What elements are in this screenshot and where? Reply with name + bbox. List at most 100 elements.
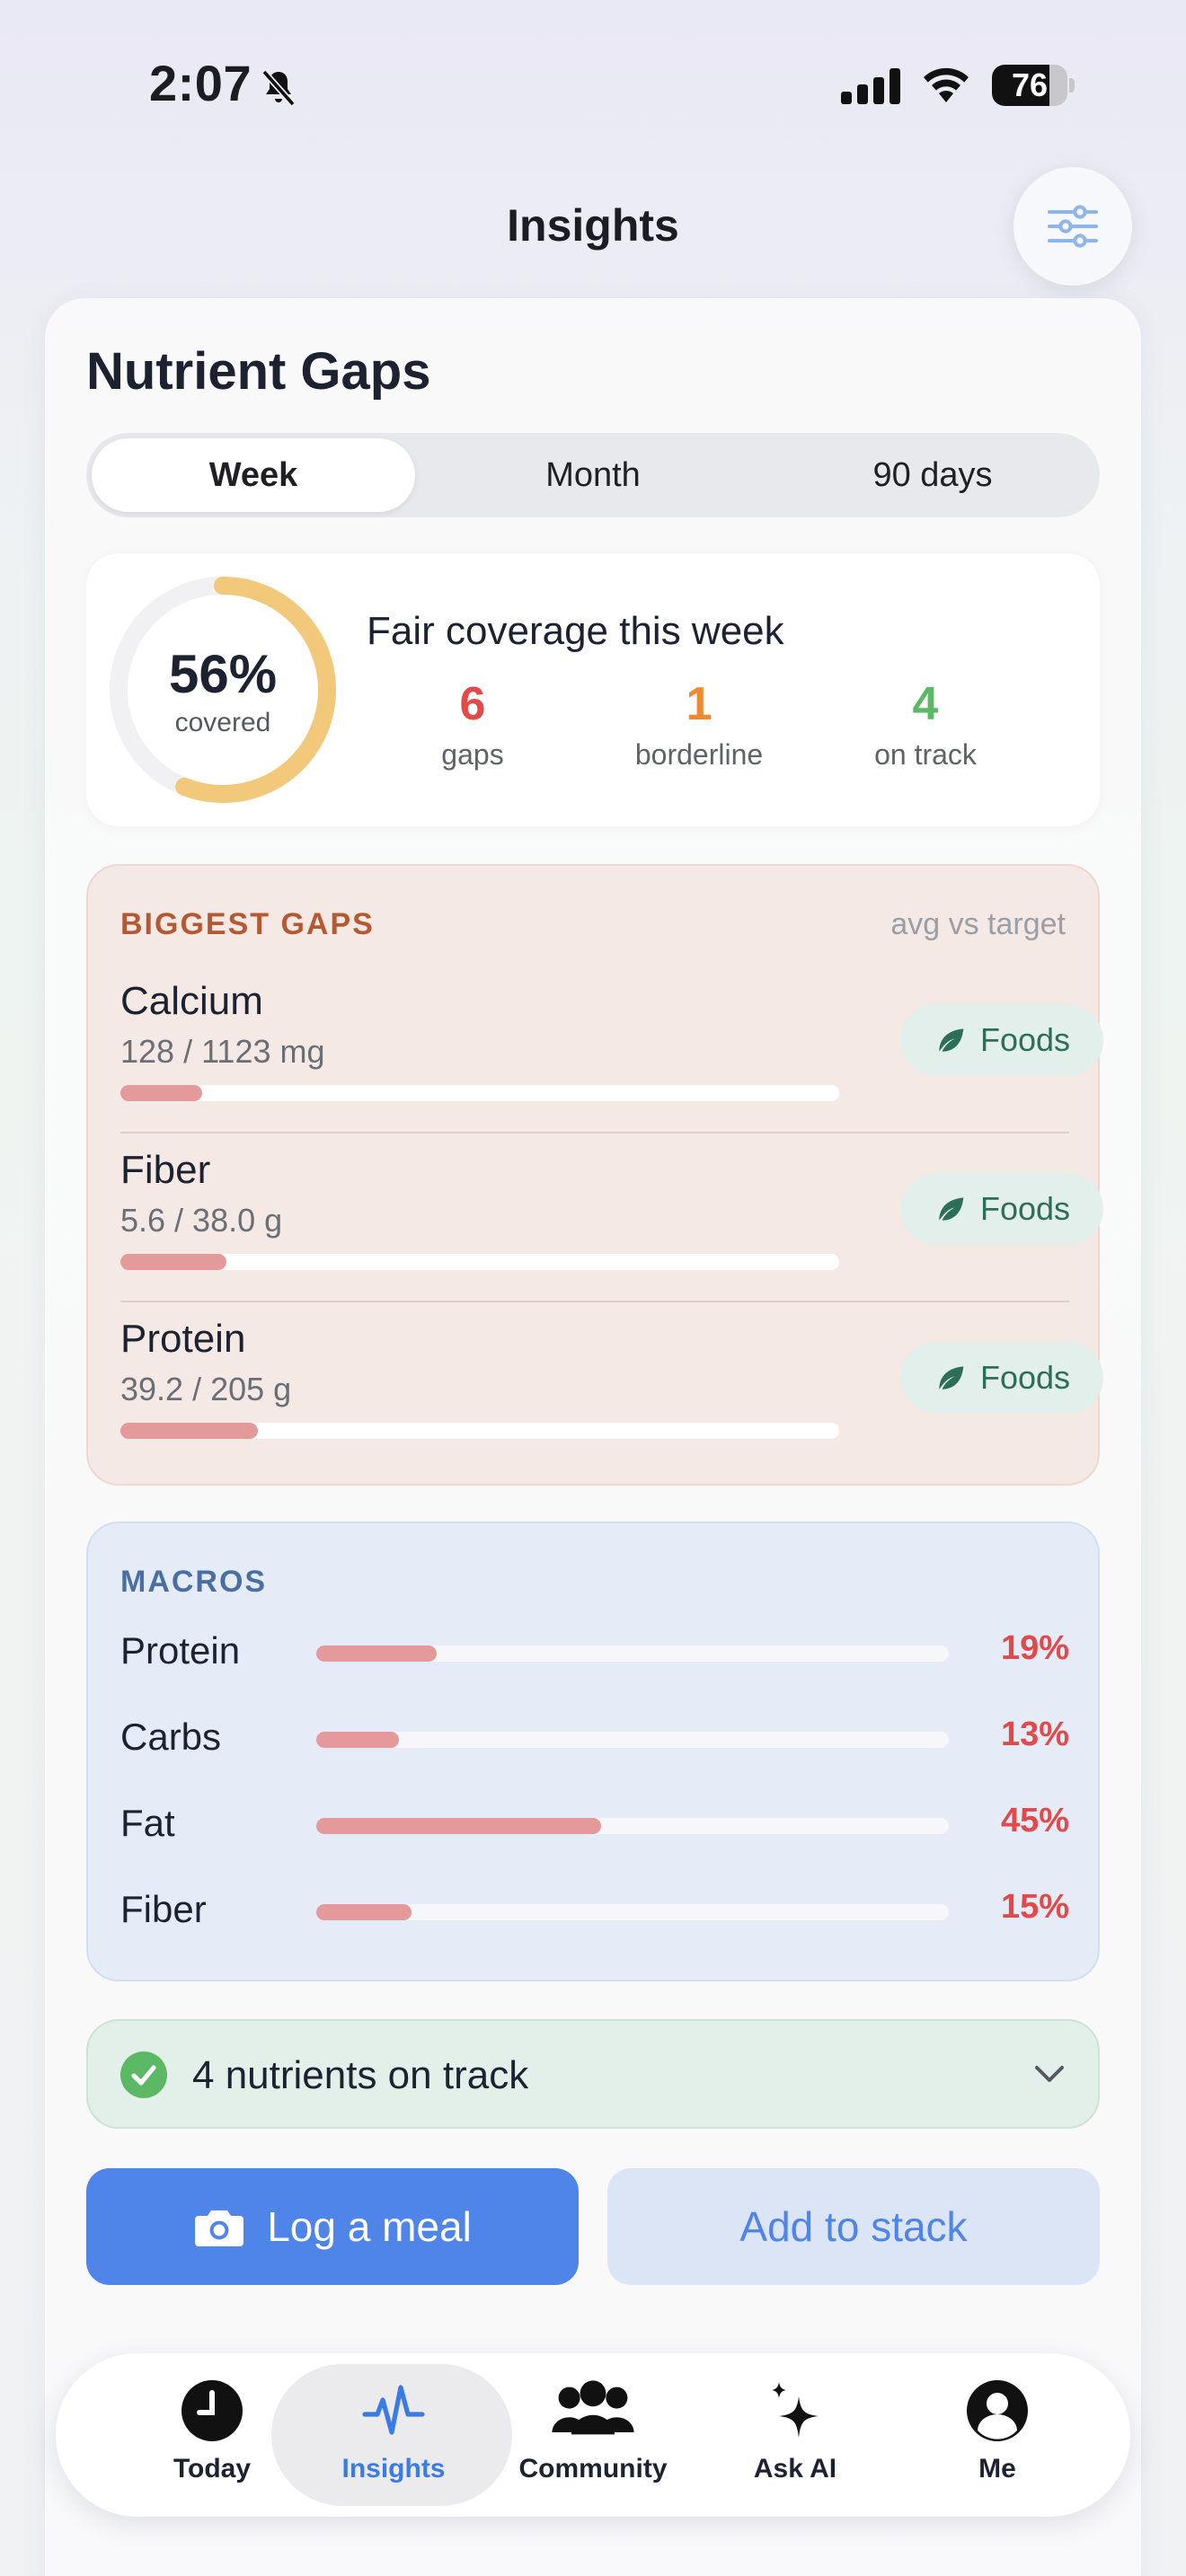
gap-name: Calcium xyxy=(120,979,263,1023)
gap-progress-track xyxy=(120,1423,839,1439)
battery-percent: 76 xyxy=(1011,66,1049,103)
coverage-ring xyxy=(110,577,336,803)
clock-icon xyxy=(181,2380,243,2441)
gap-name: Fiber xyxy=(120,1148,211,1192)
page-title: Insights xyxy=(507,200,679,251)
log-meal-button[interactable]: Log a meal xyxy=(86,2168,579,2285)
tab-insights[interactable]: Insights xyxy=(292,2353,495,2517)
macro-name: Fiber xyxy=(120,1888,207,1930)
sliders-icon xyxy=(1048,205,1098,248)
gap-row-fiber: Fiber 5.6 / 38.0 g Foods xyxy=(120,1134,1103,1302)
coverage-caption: covered xyxy=(174,708,271,737)
tab-community[interactable]: Community xyxy=(491,2353,695,2517)
tab-label: Community xyxy=(518,2454,668,2483)
protein-foods-button[interactable]: Foods xyxy=(900,1342,1103,1414)
camera-icon xyxy=(195,2210,244,2246)
macro-row-protein: Protein 19% xyxy=(120,1626,1069,1680)
stat-gaps: 6 gaps xyxy=(374,677,571,772)
nutrients-on-track-toggle[interactable]: 4 nutrients on track xyxy=(86,2019,1100,2129)
range-month-tab[interactable]: Month xyxy=(545,456,641,494)
macro-name: Fat xyxy=(120,1802,175,1844)
tab-label: Insights xyxy=(341,2454,446,2483)
gap-name: Protein xyxy=(120,1317,246,1361)
gap-progress-track xyxy=(120,1254,839,1270)
gap-progress-fill xyxy=(120,1085,203,1101)
macro-percent: 45% xyxy=(1000,1802,1069,1839)
tab-label: Me xyxy=(978,2454,1016,2483)
gap-progress-fill xyxy=(120,1423,258,1439)
gap-amount: 5.6 / 38.0 g xyxy=(120,1202,283,1239)
filter-button[interactable] xyxy=(1013,167,1132,286)
tab-ask-ai[interactable]: Ask AI xyxy=(694,2353,897,2517)
macro-row-carbs: Carbs 13% xyxy=(120,1712,1069,1766)
add-to-stack-button[interactable]: Add to stack xyxy=(607,2168,1100,2285)
gap-amount: 39.2 / 205 g xyxy=(120,1371,292,1407)
leaf-icon xyxy=(939,1366,964,1389)
coverage-summary: 56% covered Fair coverage this week 6 ga… xyxy=(86,553,1100,826)
foods-label: Foods xyxy=(979,1021,1071,1058)
pulse-icon xyxy=(362,2385,425,2435)
fiber-foods-button[interactable]: Foods xyxy=(900,1173,1103,1245)
tab-me[interactable]: Me xyxy=(896,2353,1099,2517)
stat-borderline: 1 borderline xyxy=(600,677,798,772)
biggest-gaps-hint: avg vs target xyxy=(890,907,1066,941)
foods-label: Foods xyxy=(979,1359,1071,1396)
stat-on-track: 4 on track xyxy=(827,677,1024,772)
wifi-icon xyxy=(924,67,969,102)
leaf-icon xyxy=(939,1028,964,1052)
add-to-stack-label: Add to stack xyxy=(739,2203,968,2250)
battery-indicator: 76 xyxy=(992,65,1075,106)
check-circle-icon xyxy=(120,2051,167,2098)
chevron-down-icon xyxy=(1035,2066,1064,2082)
macro-percent: 19% xyxy=(1000,1629,1069,1667)
tab-label: Today xyxy=(173,2454,252,2483)
stat-borderline-value: 1 xyxy=(686,678,712,730)
cellular-signal-icon xyxy=(841,68,900,104)
bell-muted-icon xyxy=(261,69,296,107)
stat-on-track-label: on track xyxy=(874,738,977,771)
section-title: Nutrient Gaps xyxy=(86,342,431,401)
gap-row-protein: Protein 39.2 / 205 g Foods xyxy=(120,1302,1103,1471)
macro-name: Protein xyxy=(120,1629,241,1672)
on-track-label: 4 nutrients on track xyxy=(192,2053,529,2097)
gap-row-calcium: Calcium 128 / 1123 mg Foods xyxy=(120,965,1103,1134)
macro-row-fat: Fat 45% xyxy=(120,1798,1069,1852)
coverage-headline: Fair coverage this week xyxy=(367,609,784,653)
macro-progress-track xyxy=(316,1732,949,1748)
macro-percent: 13% xyxy=(1000,1716,1069,1753)
biggest-gaps-card: BIGGEST GAPS avg vs target Calcium 128 /… xyxy=(86,864,1103,1486)
range-week-tab[interactable]: Week xyxy=(92,438,415,512)
status-time: 2:07 xyxy=(149,55,252,111)
sparkle-icon xyxy=(772,2382,819,2438)
macro-name: Carbs xyxy=(120,1716,222,1758)
person-icon xyxy=(967,2380,1028,2441)
macros-card: MACROS Protein 19% Carbs 13% Fat 45% Fib… xyxy=(86,1522,1100,1981)
active-tab-highlight xyxy=(271,2364,512,2506)
macro-progress-fill xyxy=(316,1904,412,1920)
people-icon xyxy=(552,2380,634,2435)
stat-gaps-label: gaps xyxy=(441,738,504,771)
leaf-icon xyxy=(939,1197,964,1221)
tab-bar: Today Insights Community Ask AI xyxy=(56,2353,1130,2517)
status-bar: 2:07 76 xyxy=(0,0,1186,171)
gap-progress-track xyxy=(120,1085,839,1101)
range-90-days-tab[interactable]: 90 days xyxy=(872,456,993,494)
stat-gaps-value: 6 xyxy=(459,678,486,730)
coverage-percent: 56% xyxy=(168,644,278,704)
calcium-foods-button[interactable]: Foods xyxy=(900,1004,1103,1076)
macro-progress-track xyxy=(316,1818,949,1834)
macros-heading: MACROS xyxy=(120,1565,268,1599)
macro-percent: 15% xyxy=(1000,1888,1069,1926)
stat-on-track-value: 4 xyxy=(912,678,939,730)
foods-label: Foods xyxy=(979,1190,1071,1227)
stat-borderline-label: borderline xyxy=(634,738,764,771)
log-meal-label: Log a meal xyxy=(267,2203,472,2250)
tab-today[interactable]: Today xyxy=(111,2353,314,2517)
macro-progress-track xyxy=(316,1904,949,1920)
macro-progress-fill xyxy=(316,1818,601,1834)
macro-progress-fill xyxy=(316,1645,437,1662)
macro-progress-fill xyxy=(316,1732,399,1748)
macro-row-fiber: Fiber 15% xyxy=(120,1884,1069,1938)
gap-progress-fill xyxy=(120,1254,226,1270)
range-segmented-control: Week Month 90 days xyxy=(86,433,1100,517)
